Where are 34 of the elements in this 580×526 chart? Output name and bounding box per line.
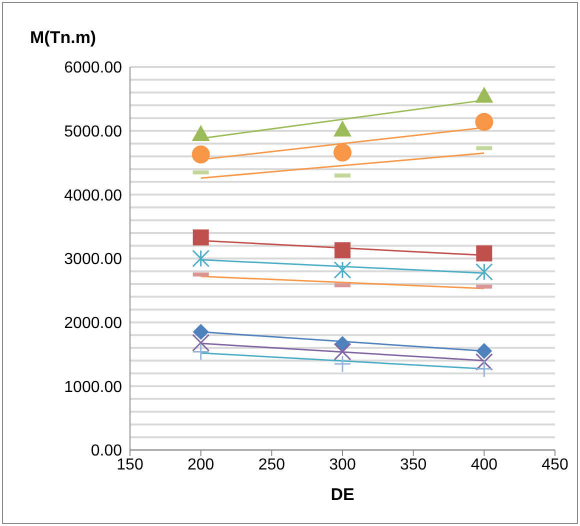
x-axis-title: DE — [330, 485, 354, 504]
point — [334, 261, 352, 279]
point — [192, 229, 209, 246]
x-tick-label: 450 — [542, 456, 568, 474]
point — [334, 242, 350, 258]
x-tick-label: 400 — [470, 456, 498, 474]
y-tick-label: 2000.00 — [64, 315, 122, 332]
x-tick-label: 200 — [187, 456, 214, 474]
point — [192, 145, 210, 164]
point — [475, 360, 493, 378]
point — [192, 334, 210, 352]
point — [192, 250, 210, 268]
x-tick-label: 350 — [400, 456, 427, 474]
x-tick-label: 300 — [329, 456, 356, 474]
point — [334, 355, 352, 373]
point — [475, 353, 493, 371]
y-tick-label: 4000.00 — [64, 187, 122, 204]
point — [192, 125, 210, 142]
point — [476, 245, 492, 262]
y-tick-label: 1000.00 — [64, 378, 122, 396]
point — [475, 112, 494, 131]
point — [334, 120, 352, 137]
x-tick-label: 250 — [258, 456, 286, 474]
point — [334, 144, 352, 162]
y-tick-label: 5000.00 — [64, 124, 122, 141]
point — [476, 343, 492, 360]
point — [192, 324, 209, 340]
y-tick-label: 3000.00 — [64, 251, 122, 268]
point — [475, 263, 493, 281]
y-tick-label: 6000.00 — [64, 60, 122, 77]
y-axis-title: M(Tn.m) — [30, 28, 96, 48]
point — [334, 342, 352, 360]
point — [475, 86, 494, 103]
point — [192, 342, 210, 360]
